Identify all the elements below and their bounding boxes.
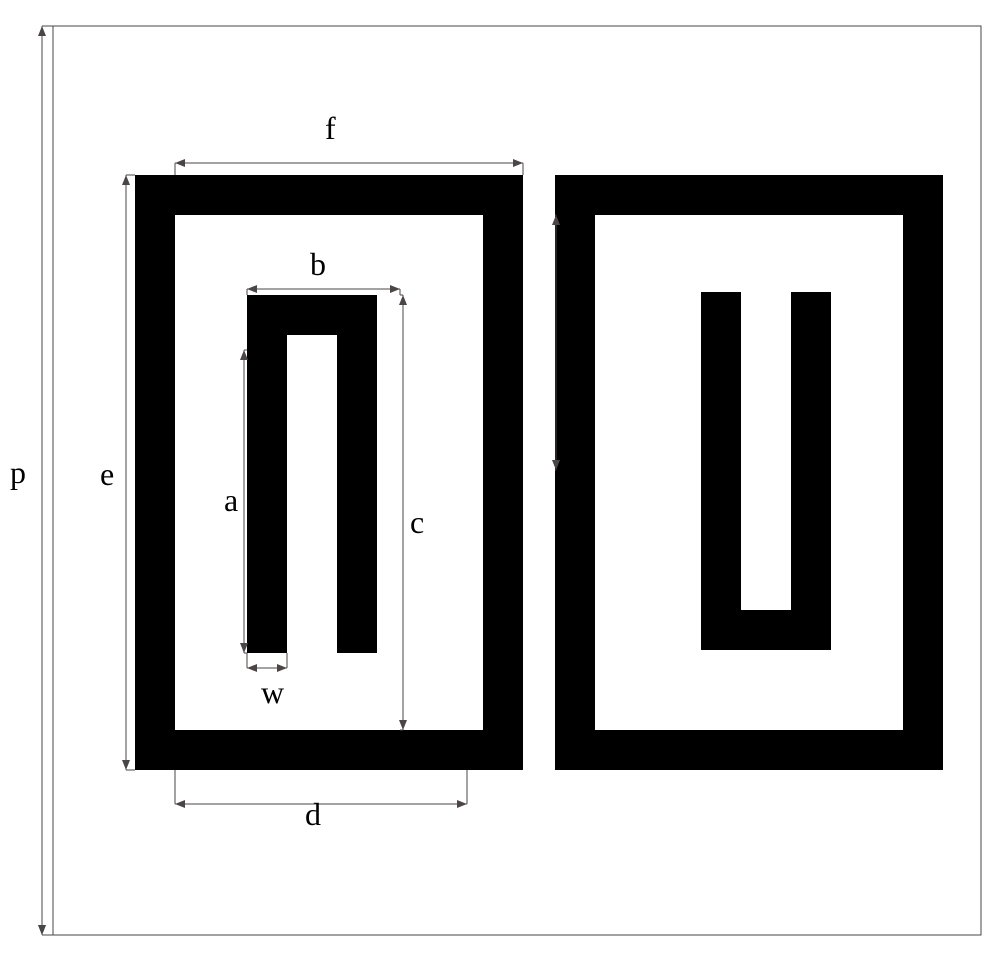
dim-arrow <box>277 664 287 672</box>
dim-label-g: g <box>565 334 581 371</box>
dim-arrow <box>513 159 523 167</box>
dim-label-b: b <box>310 246 326 283</box>
dim-label-d: d <box>305 796 321 833</box>
dim-arrow <box>457 800 467 808</box>
dim-arrow <box>399 295 407 305</box>
dim-arrow <box>122 175 130 185</box>
dim-arrow <box>390 285 400 293</box>
spiral-right <box>555 175 943 770</box>
spiral-right-group <box>555 175 943 770</box>
dim-arrow <box>240 350 248 360</box>
dim-label-p: p <box>10 454 26 491</box>
diagram-svg <box>0 0 1000 954</box>
dim-label-e: e <box>100 456 114 493</box>
dim-arrow <box>122 760 130 770</box>
dim-arrow <box>247 285 257 293</box>
dim-arrow <box>247 664 257 672</box>
dim-arrow <box>399 720 407 730</box>
dim-arrow <box>175 800 185 808</box>
dim-label-c: c <box>410 504 424 541</box>
dim-arrow <box>38 925 46 935</box>
spiral-left <box>135 175 523 770</box>
dim-label-f: f <box>325 110 336 147</box>
dim-label-a: a <box>224 482 238 519</box>
dim-arrow <box>38 26 46 36</box>
dim-label-w: w <box>261 674 284 711</box>
dim-arrow <box>175 159 185 167</box>
diagram-stage: p e f b a c g w d <box>0 0 1000 954</box>
dim-arrow <box>240 643 248 653</box>
